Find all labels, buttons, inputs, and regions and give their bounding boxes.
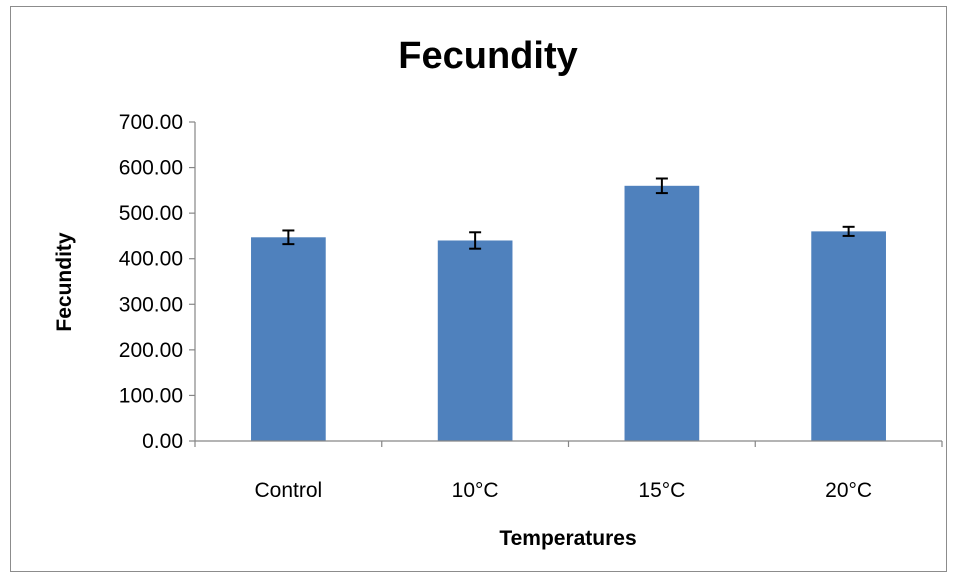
bar: [624, 185, 700, 441]
y-tick-label: 700.00: [119, 111, 183, 134]
x-axis: Control 10°C 15°C 20°C: [194, 440, 943, 502]
y-tick-label: 100.00: [119, 384, 183, 407]
y-axis-title: Fecundity: [53, 232, 76, 331]
y-axis: 0.00 100.00 200.00 300.00 400.00 500.00 600.00…: [119, 111, 196, 453]
error-bar: [282, 229, 295, 246]
bars-group: [251, 185, 886, 441]
y-tick-label: 0.00: [142, 430, 183, 453]
bar: [251, 237, 326, 441]
chart-title: Fecundity: [398, 35, 577, 77]
y-tick-label: 400.00: [119, 248, 183, 271]
x-tick-label: 10°C: [452, 479, 499, 502]
error-bar: [842, 225, 855, 237]
y-tick-label: 200.00: [119, 339, 183, 362]
error-bar: [469, 231, 482, 250]
error-bar: [655, 177, 668, 195]
error-bars-group: [282, 177, 855, 250]
bar: [437, 240, 513, 441]
y-tick-label: 600.00: [119, 157, 183, 180]
x-tick-label: 20°C: [825, 479, 872, 502]
y-tick-label: 500.00: [119, 202, 183, 225]
x-tick-label: Control: [255, 479, 323, 502]
x-axis-title: Temperatures: [499, 527, 636, 550]
x-tick-label: 15°C: [638, 479, 685, 502]
bar: [811, 231, 886, 441]
y-tick-label: 300.00: [119, 293, 183, 316]
